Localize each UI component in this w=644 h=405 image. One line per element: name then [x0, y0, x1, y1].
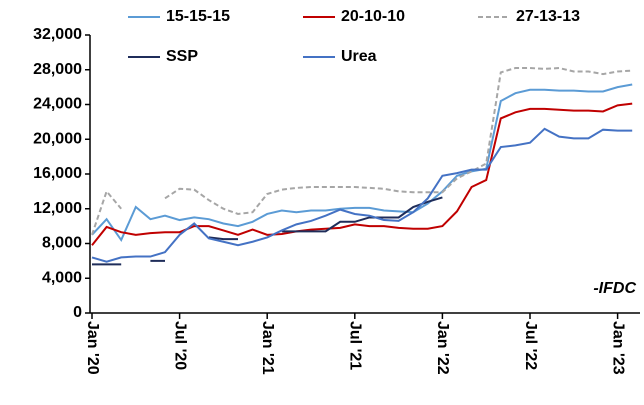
x-tick-label: Jan '20: [84, 321, 101, 375]
y-tick-label: 32,000: [33, 26, 82, 43]
x-tick-label: Jan '21: [259, 321, 276, 375]
x-tick-label: Jan '22: [434, 321, 451, 375]
y-tick-label: 16,000: [33, 165, 82, 182]
x-tick-label: Jan '23: [609, 321, 626, 375]
legend-label: Urea: [341, 48, 377, 65]
y-tick-label: 4,000: [42, 269, 82, 286]
legend-label: 20-10-10: [341, 8, 405, 25]
series-line: [91, 127, 633, 263]
legend-label: 15-15-15: [166, 8, 230, 25]
x-tick-label: Jul '22: [522, 321, 539, 370]
series-line: [91, 67, 633, 236]
series-line: [91, 83, 633, 243]
y-tick-label: 20,000: [33, 130, 82, 147]
y-tick-label: 24,000: [33, 96, 82, 113]
annotation: -IFDC: [593, 280, 636, 297]
y-tick-label: 0: [73, 304, 82, 321]
series-line: [91, 102, 633, 246]
legend-label: SSP: [166, 48, 198, 65]
y-tick-label: 8,000: [42, 235, 82, 252]
legend-label: 27-13-13: [516, 8, 580, 25]
series-line: [92, 196, 443, 266]
x-tick-label: Jul '20: [171, 321, 188, 370]
y-tick-label: 12,000: [33, 200, 82, 217]
x-tick-label: Jul '21: [347, 321, 364, 370]
y-tick-label: 28,000: [33, 61, 82, 78]
